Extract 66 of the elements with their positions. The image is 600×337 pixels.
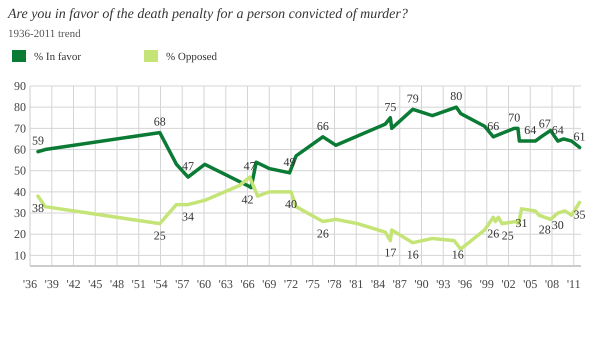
chart-title: Are you in favor of the death penalty for a person convicted of murder?	[7, 7, 408, 22]
x-tick-label: '96	[458, 277, 472, 291]
annotation: 66	[487, 118, 500, 133]
x-tick-label: '78	[327, 277, 342, 291]
annotation: 26	[316, 226, 329, 241]
annotation: 26	[487, 226, 500, 241]
x-tick-label: '84	[370, 277, 386, 291]
annotation: 47	[182, 159, 194, 174]
annotation: 30	[552, 218, 564, 232]
y-tick-label: 60	[14, 142, 26, 157]
y-tick-label: 10	[14, 248, 26, 262]
annotation: 31	[516, 216, 528, 230]
annotation: 79	[406, 91, 419, 106]
x-tick-label: '48	[110, 277, 124, 291]
x-tick-label: '72	[284, 277, 298, 291]
x-tick-label: '99	[480, 277, 494, 291]
annotation: 16	[452, 248, 464, 262]
annotation: 67	[538, 116, 551, 131]
annotation: 16	[406, 248, 419, 262]
x-tick-label: '51	[132, 277, 146, 291]
x-tick-label: '54	[153, 277, 168, 291]
x-tick-label: '66	[240, 277, 255, 291]
y-tick-label: 40	[14, 184, 26, 199]
annotation: 64	[552, 123, 564, 138]
y-tick-label: 90	[14, 79, 26, 93]
x-tick-label: '87	[392, 277, 407, 291]
annotation: 42	[242, 192, 254, 207]
x-tick-label: '05	[523, 277, 538, 291]
annotation: 64	[524, 123, 536, 138]
annotation: 34	[182, 210, 194, 224]
chart-subtitle: 1936-2011 trend	[8, 28, 82, 40]
annotation: 70	[508, 110, 520, 124]
x-tick-label: '39	[44, 277, 59, 291]
x-tick-label: '57	[175, 277, 190, 291]
x-tick-label: '11	[566, 277, 581, 291]
annotation: 17	[384, 246, 396, 260]
x-tick-label: '60	[196, 277, 212, 291]
x-tick-label: '93	[436, 277, 450, 291]
annotation: 80	[450, 89, 462, 104]
x-tick-label: '63	[218, 277, 233, 291]
annotation: 59	[32, 134, 44, 148]
annotation: 25	[154, 228, 166, 243]
x-tick-label: '08	[544, 277, 560, 291]
legend-label: % Opposed	[166, 51, 218, 63]
y-tick-label: 80	[14, 100, 26, 114]
y-tick-label: 20	[14, 227, 26, 242]
x-tick-label: '75	[306, 277, 320, 291]
annotation: 25	[502, 228, 514, 243]
x-tick-label: '90	[414, 277, 429, 291]
annotation: 28	[538, 222, 551, 236]
annotation: 35	[574, 207, 586, 222]
x-tick-label: '45	[88, 277, 102, 291]
annotation: 68	[154, 114, 166, 129]
x-tick-label: '69	[262, 277, 276, 291]
annotation: 66	[316, 118, 329, 133]
x-tick-label: '36	[22, 277, 38, 291]
annotation: 75	[384, 100, 396, 114]
y-tick-label: 50	[14, 164, 26, 178]
legend-label: % In favor	[34, 51, 82, 63]
x-tick-label: '81	[349, 277, 364, 291]
y-tick-label: 70	[14, 121, 26, 136]
annotation: 38	[32, 201, 44, 216]
y-tick-label: 30	[14, 206, 26, 220]
annotation: 61	[574, 129, 586, 144]
x-tick-label: '42	[66, 277, 81, 291]
x-tick-label: '02	[501, 277, 516, 291]
